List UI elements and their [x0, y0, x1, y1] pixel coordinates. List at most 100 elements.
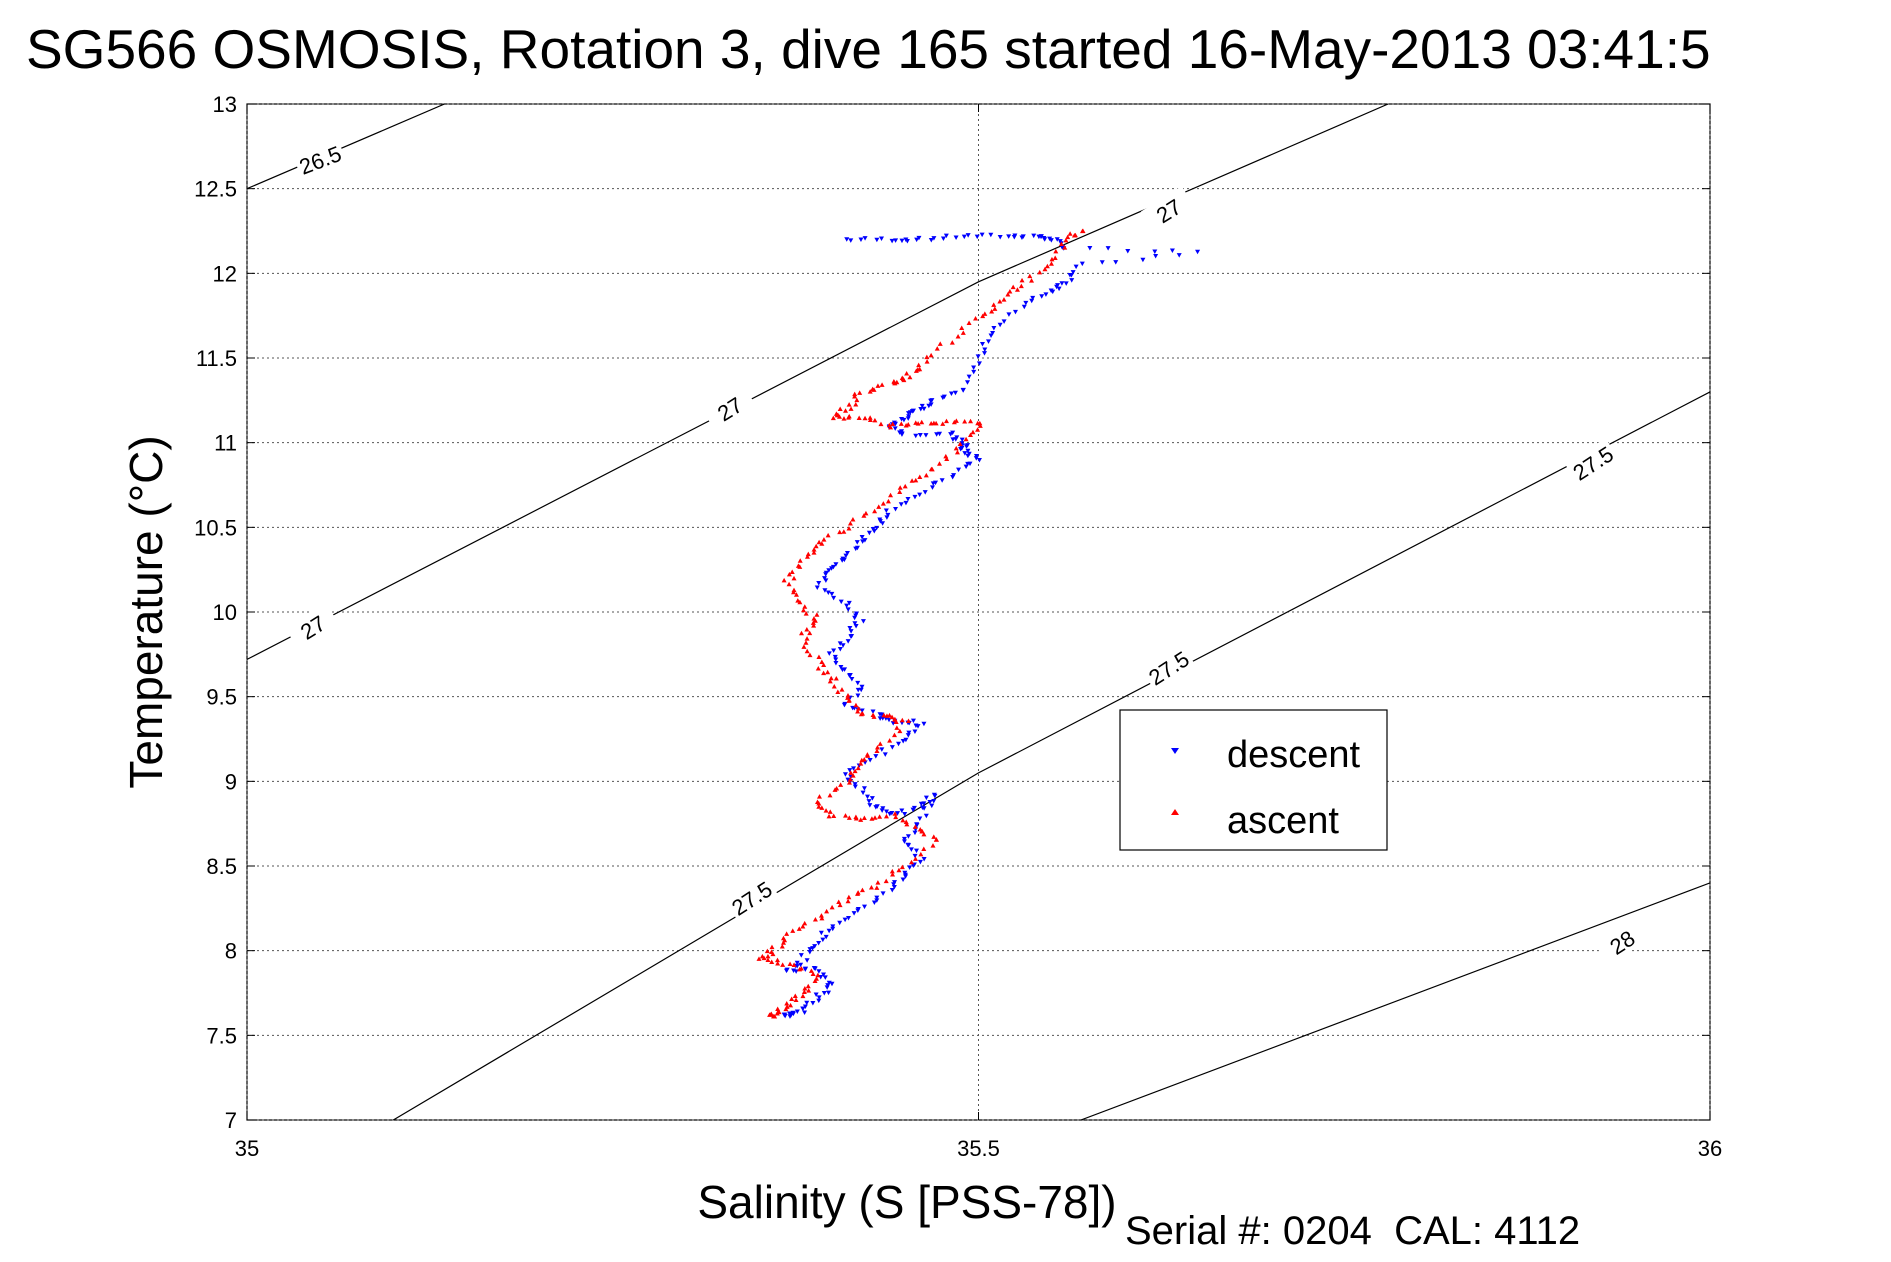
descent-point: [816, 969, 822, 974]
descent-point: [867, 757, 873, 763]
descent-point: [844, 603, 850, 609]
descent-point: [1195, 249, 1201, 255]
descent-point: [965, 461, 971, 467]
ascent-point: [937, 341, 943, 346]
x-axis-label: Salinity (S [PSS-78]): [697, 1176, 1116, 1228]
descent-point: [844, 551, 850, 556]
ascent-point: [917, 474, 923, 479]
descent-point: [950, 475, 956, 480]
ascent-point: [845, 693, 851, 698]
ascent-point: [916, 362, 922, 368]
descent-point: [859, 708, 865, 714]
descent-point: [824, 985, 830, 990]
descent-point: [963, 464, 969, 470]
descent-point: [874, 898, 880, 903]
ascent-point: [1042, 266, 1048, 272]
ascent-point: [877, 741, 883, 746]
x-tick-label: 35: [235, 1136, 259, 1161]
descent-point: [928, 402, 934, 407]
descent-point: [905, 834, 911, 839]
descent-point: [906, 411, 912, 416]
ascent-point: [846, 698, 852, 703]
descent-point: [845, 607, 851, 612]
ascent-point: [847, 776, 853, 782]
ascent-point: [784, 1001, 790, 1006]
descent-point: [1011, 235, 1017, 240]
descent-point: [852, 782, 858, 787]
descent-point: [1140, 257, 1146, 263]
ascent-point: [804, 554, 810, 559]
ascent-point: [871, 387, 877, 392]
ascent-point: [829, 904, 835, 910]
descent-point: [1042, 237, 1048, 242]
ascent-point: [800, 607, 806, 613]
ascent-point: [791, 575, 797, 581]
ascent-point: [887, 738, 893, 743]
descent-point: [956, 467, 962, 473]
descent-point: [914, 823, 920, 828]
descent-point: [869, 796, 875, 801]
descent-point: [891, 884, 897, 890]
descent-point: [823, 578, 829, 583]
descent-point: [846, 600, 852, 606]
ascent-point: [835, 689, 841, 694]
ascent-point: [800, 923, 806, 929]
ascent-point: [1063, 237, 1069, 243]
descent-point: [1068, 273, 1074, 278]
ascent-point: [883, 813, 889, 819]
descent-point: [917, 816, 923, 821]
ascent-point: [963, 436, 969, 442]
density-contours: [247, 104, 1710, 1120]
descent-point: [798, 962, 804, 968]
ascent-point: [975, 427, 981, 432]
ascent-point: [769, 944, 775, 950]
ascent-point: [874, 744, 880, 750]
ascent-point: [784, 931, 790, 936]
ascent-point: [893, 719, 899, 724]
descent-point: [1006, 234, 1012, 239]
descent-point: [882, 752, 888, 757]
ascent-point: [1037, 269, 1043, 275]
descent-point: [1070, 270, 1076, 275]
descent-point: [905, 416, 911, 421]
descent-point: [871, 900, 877, 905]
ascent-point: [841, 416, 847, 421]
ascent-point: [859, 757, 865, 763]
ascent-point: [808, 968, 814, 973]
descent-point: [879, 236, 885, 242]
ascent-point: [802, 604, 808, 609]
descent-point: [923, 813, 929, 819]
descent-point: [859, 535, 865, 540]
ascent-point: [1001, 297, 1007, 302]
ascent-point: [890, 421, 896, 427]
ascent-point: [853, 702, 859, 708]
descent-point: [830, 924, 836, 929]
ascent-point: [867, 415, 873, 420]
descent-point: [859, 684, 865, 690]
descent-point: [906, 730, 912, 736]
descent-point: [976, 361, 982, 366]
descent-point: [861, 786, 867, 791]
descent-point: [833, 562, 839, 567]
ascent-point: [874, 748, 880, 753]
ascent-point: [1065, 234, 1071, 240]
descent-point: [794, 960, 800, 966]
descent-point: [847, 625, 853, 631]
ascent-point: [1005, 292, 1011, 297]
descent-point: [899, 238, 905, 244]
ascent-point: [823, 808, 829, 813]
descent-point: [821, 990, 827, 996]
descent-point: [848, 238, 854, 243]
descent-point: [847, 768, 853, 773]
descent-point: [822, 975, 828, 980]
ascent-point: [852, 393, 858, 399]
descent-point: [823, 572, 829, 577]
ascent-point: [886, 712, 892, 718]
ascent-point: [893, 814, 899, 820]
descent-point: [923, 795, 929, 801]
ascent-point: [858, 761, 864, 766]
descent-point: [874, 237, 880, 243]
descent-point: [802, 1010, 808, 1015]
descent-point: [1006, 312, 1012, 317]
ascent-point: [892, 811, 898, 816]
